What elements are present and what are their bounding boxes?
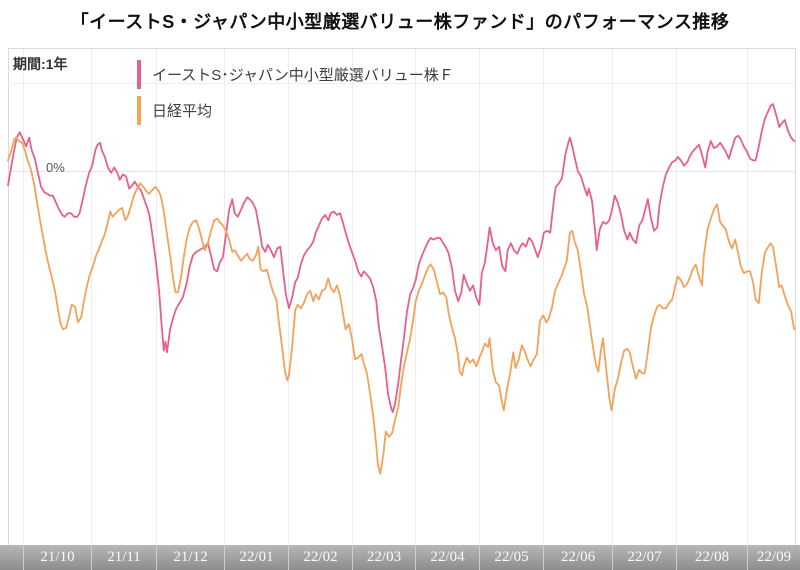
chart-title: 「イーストS・ジャパン中小型厳選バリュー株ファンド」のパフォーマンス推移 (70, 12, 730, 32)
x-axis-month-label: 21/10 (23, 545, 91, 570)
x-axis-month-label: 22/03 (352, 545, 415, 570)
legend-item-fund: イーストS･ジャパン中小型厳選バリュー株Ｆ (137, 60, 454, 89)
zero-percent-axis-label: 0% (46, 160, 65, 175)
legend-label-nikkei: 日経平均 (152, 103, 213, 120)
x-axis-month-label: 22/01 (224, 545, 288, 570)
series-line-日経平均 (7, 136, 796, 475)
period-label: 期間:1年 (13, 56, 68, 72)
x-axis-month-label: 22/06 (543, 545, 612, 570)
x-axis-month-label: 22/02 (288, 545, 352, 570)
series-line-イーストS･ジャパン中小型厳選バリュー株Ｆ (7, 103, 796, 414)
x-axis-month-label: 22/07 (612, 545, 676, 570)
fund-series-color-swatch-icon (137, 60, 141, 89)
x-axis-month-label: 22/05 (479, 545, 543, 570)
legend: イーストS･ジャパン中小型厳選バリュー株Ｆ 日経平均 (137, 60, 454, 132)
x-axis-month-label: 21/12 (156, 545, 224, 570)
nikkei-series-color-swatch-icon (137, 96, 141, 125)
x-axis-month-label: 21/11 (91, 545, 156, 570)
x-axis-month-band: 21/10 21/11 21/12 22/01 22/02 22/03 22/04 22/05… (0, 545, 800, 570)
x-axis-month-label: 22/04 (415, 545, 479, 570)
x-axis-month-label: 22/08 (676, 545, 747, 570)
x-axis-empty-cell (0, 545, 23, 570)
x-axis-month-label: 22/09 (747, 545, 800, 570)
legend-label-fund: イーストS･ジャパン中小型厳選バリュー株Ｆ (152, 67, 454, 84)
legend-item-nikkei: 日経平均 (137, 96, 454, 125)
